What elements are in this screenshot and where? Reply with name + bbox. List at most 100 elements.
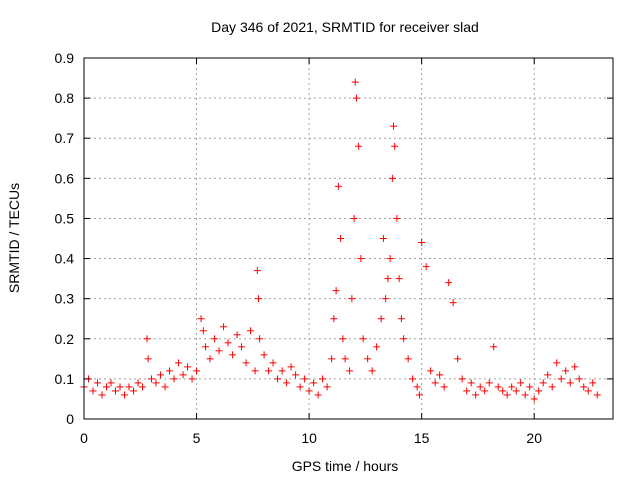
- data-point: [517, 379, 525, 387]
- data-point: [339, 335, 347, 343]
- data-point: [395, 275, 403, 283]
- data-series: [80, 78, 601, 403]
- data-point: [314, 391, 322, 399]
- data-point: [233, 331, 241, 339]
- data-point: [125, 383, 133, 391]
- data-point: [357, 255, 365, 263]
- data-point: [397, 315, 405, 323]
- data-point: [553, 359, 561, 367]
- data-point: [287, 363, 295, 371]
- data-point: [337, 235, 345, 242]
- data-point: [575, 375, 583, 383]
- data-point: [274, 375, 282, 383]
- data-point: [413, 383, 421, 391]
- data-point: [254, 295, 262, 303]
- data-point: [179, 371, 187, 379]
- data-point: [503, 391, 511, 399]
- data-point: [107, 379, 115, 387]
- data-point: [562, 367, 570, 375]
- data-point: [512, 387, 520, 395]
- data-point: [220, 323, 228, 331]
- data-point: [112, 387, 120, 395]
- y-tick-label: 0.9: [55, 50, 75, 66]
- data-point: [193, 367, 201, 375]
- data-point: [351, 78, 359, 86]
- data-point: [454, 355, 462, 363]
- data-point: [463, 387, 471, 395]
- data-point: [384, 275, 392, 283]
- data-point: [184, 363, 192, 371]
- data-point: [251, 367, 259, 375]
- data-point: [152, 379, 160, 387]
- data-point: [199, 327, 207, 335]
- data-point: [355, 142, 363, 150]
- data-point: [436, 371, 444, 379]
- data-point: [368, 367, 376, 375]
- data-point: [253, 267, 261, 275]
- data-point: [144, 355, 152, 363]
- y-tick-label: 0.3: [55, 291, 75, 307]
- data-point: [170, 375, 178, 383]
- data-point: [116, 383, 124, 391]
- x-axis: 0 5 10 15 20: [80, 58, 542, 446]
- data-point: [352, 94, 360, 102]
- data-point: [544, 371, 552, 379]
- data-point: [418, 239, 426, 247]
- data-point: [278, 367, 286, 375]
- x-tick-label: 0: [80, 430, 88, 446]
- y-axis-label: SRMTID / TECUs: [6, 183, 22, 293]
- data-point: [310, 379, 318, 387]
- data-point: [134, 379, 142, 387]
- data-point: [94, 379, 102, 387]
- data-point: [386, 255, 394, 263]
- data-point: [166, 367, 174, 375]
- data-point: [260, 351, 268, 359]
- x-tick-label: 20: [526, 430, 542, 446]
- data-point: [530, 395, 538, 403]
- data-point: [472, 391, 480, 399]
- data-point: [391, 142, 399, 150]
- data-point: [388, 174, 396, 182]
- data-point: [589, 379, 597, 387]
- data-point: [206, 355, 214, 363]
- data-point: [458, 375, 466, 383]
- data-point: [359, 335, 367, 343]
- data-point: [467, 379, 475, 387]
- data-point: [499, 387, 507, 395]
- data-point: [379, 235, 387, 242]
- data-point: [121, 391, 129, 399]
- data-point: [557, 375, 565, 383]
- data-point: [571, 363, 579, 371]
- data-point: [292, 371, 300, 379]
- data-point: [197, 315, 205, 323]
- data-point: [404, 355, 412, 363]
- data-point: [161, 383, 169, 391]
- data-point: [247, 327, 255, 335]
- data-point: [593, 391, 601, 399]
- data-point: [348, 295, 356, 303]
- data-point: [283, 379, 291, 387]
- data-point: [323, 383, 331, 391]
- data-point: [364, 355, 372, 363]
- data-point: [269, 359, 277, 367]
- data-point: [330, 315, 338, 323]
- data-point: [485, 379, 493, 387]
- y-tick-label: 0.7: [55, 130, 75, 146]
- data-point: [415, 391, 423, 399]
- data-point: [211, 335, 219, 343]
- data-point: [215, 347, 223, 355]
- data-point: [265, 367, 273, 375]
- y-tick-label: 0.1: [55, 371, 75, 387]
- data-point: [390, 122, 398, 130]
- data-point: [400, 335, 408, 343]
- data-point: [346, 367, 354, 375]
- data-point: [427, 367, 435, 375]
- x-axis-label: GPS time / hours: [292, 458, 399, 474]
- data-point: [449, 299, 457, 307]
- data-point: [296, 383, 304, 391]
- data-point: [409, 375, 417, 383]
- data-point: [539, 379, 547, 387]
- data-point: [89, 387, 97, 395]
- data-point: [494, 383, 502, 391]
